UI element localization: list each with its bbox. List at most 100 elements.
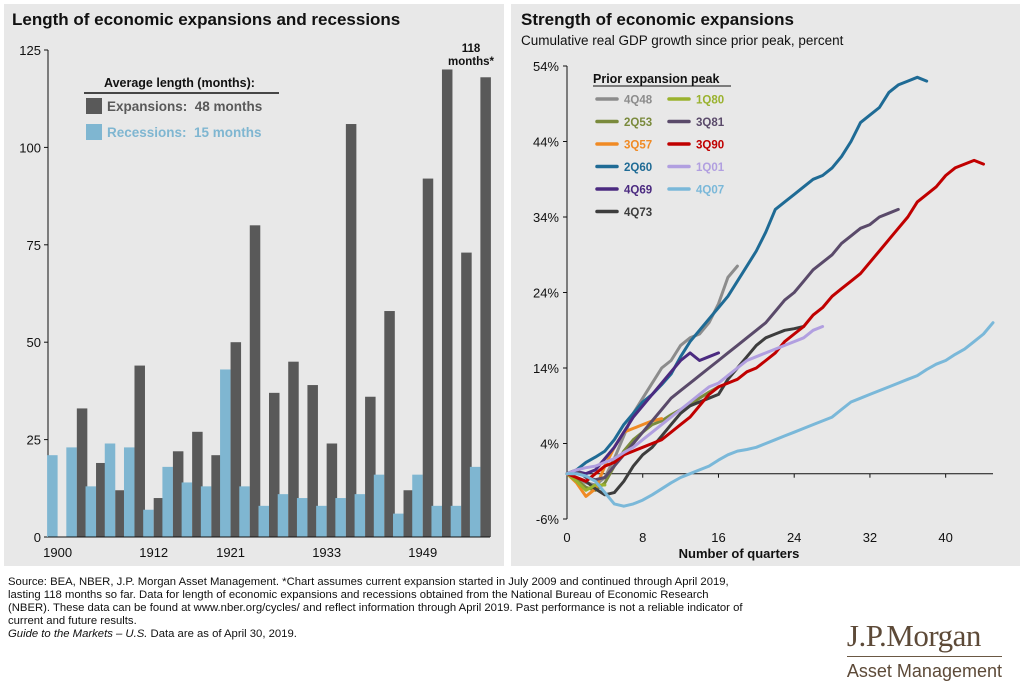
legend-label-4Q07: 4Q07 (696, 185, 724, 197)
line-y-tick-label: 44% (533, 135, 559, 150)
series-line-3Q90 (565, 158, 985, 483)
recession-bar (316, 505, 327, 537)
bar-y-tick-label: 100 (19, 140, 41, 155)
expansion-bar (365, 396, 376, 537)
line-x-tick-label: 32 (863, 530, 877, 545)
legend-label-3Q57: 3Q57 (624, 140, 652, 152)
expansion-bar (403, 490, 415, 537)
jpmorgan-logo: J.P.Morgan Asset Management (846, 618, 1002, 681)
expansion-bar (134, 365, 145, 537)
recession-bar (47, 455, 58, 537)
recession-bar (373, 474, 385, 537)
line-x-tick-label: 24 (787, 530, 801, 545)
line-chart: -6% 4% 14% 24% 34% 44% 54% 0 8 16 24 32 40 Number of … (533, 59, 995, 561)
recession-bar (239, 486, 250, 537)
recession-bar (200, 486, 212, 537)
recession-bar (393, 513, 404, 537)
legend-label-expansions: Expansions: 48 months (107, 99, 262, 114)
bar-y-tick-label: 0 (34, 530, 41, 545)
recession-bar (85, 486, 97, 537)
legend-label-4Q69: 4Q69 (624, 185, 652, 197)
expansion-bar (288, 361, 299, 537)
footer-line-3: (NBER). These data can be found at www.n… (8, 602, 743, 614)
bar-x-tick-label: 1900 (43, 545, 72, 560)
expansion-bar (269, 392, 280, 537)
bar-x-tick-label: 1949 (408, 545, 437, 560)
legend-label-recessions: Recessions: 15 months (107, 125, 262, 140)
annotation-months: months* (448, 56, 495, 68)
recession-bar (143, 509, 154, 537)
legend-label-1Q80: 1Q80 (696, 95, 724, 107)
legend-label-1Q01: 1Q01 (696, 162, 725, 174)
annotation-118: 118 (462, 43, 481, 55)
right-chart-panel: Strength of economic expansions Cumulati… (511, 4, 1020, 566)
legend-label-4Q48: 4Q48 (624, 95, 653, 107)
expansion-bar (76, 408, 88, 537)
expansion-bar (326, 443, 338, 537)
right-chart-subtitle: Cumulative real GDP growth since prior p… (521, 33, 844, 48)
expansion-bar (345, 124, 357, 538)
expansion-bar (384, 311, 395, 537)
expansion-bar (422, 178, 434, 537)
line-x-tick-label: 40 (938, 530, 952, 545)
line-y-tick-label: 14% (533, 361, 559, 376)
bar-legend-title: Average length (months): (104, 76, 255, 90)
series-line-4Q48 (565, 264, 739, 487)
series-line-3Q81 (565, 207, 900, 482)
recession-bar (277, 494, 289, 537)
legend-label-3Q90: 3Q90 (696, 140, 724, 152)
footer-line-2: lasting 118 months so far. Data for leng… (8, 589, 709, 601)
line-x-tick-label: 8 (639, 530, 646, 545)
footer-guide-title: Guide to the Markets – U.S. (8, 628, 148, 640)
expansion-bar (172, 451, 184, 537)
line-legend-title: Prior expansion peak (593, 72, 719, 86)
expansion-bar (211, 455, 222, 537)
bar-y-tick-label: 75 (27, 238, 41, 253)
recession-bar (412, 474, 423, 537)
bar-x-tick-label: 1921 (216, 545, 245, 560)
legend-swatch-recessions (86, 124, 102, 140)
recession-bar (469, 466, 481, 537)
line-y-tick-label: 34% (533, 210, 559, 225)
legend-label-2Q60: 2Q60 (624, 162, 652, 174)
expansion-bar (307, 385, 318, 537)
expansion-bar (230, 342, 242, 537)
recession-bar (181, 482, 193, 537)
series-line-4Q07 (565, 321, 995, 508)
series-line-4Q69 (565, 351, 720, 476)
footer-guide-date: Data are as of April 30, 2019. (147, 628, 297, 640)
expansion-bar (461, 252, 472, 538)
legend-swatch-expansions (86, 98, 102, 114)
bar-y-tick-label: 50 (27, 335, 41, 350)
legend-label-3Q81: 3Q81 (696, 117, 725, 129)
recession-bar (258, 505, 269, 537)
series-line-2Q60 (565, 75, 929, 476)
left-chart-panel: Length of economic expansions and recess… (4, 4, 504, 566)
line-y-tick-label: 54% (533, 59, 559, 74)
expansion-bar (96, 462, 107, 537)
line-y-tick-label: -6% (536, 512, 560, 527)
series-line-1Q01 (565, 325, 825, 476)
recession-bar (335, 498, 346, 537)
line-y-tick-label: 24% (533, 286, 559, 301)
left-chart-title: Length of economic expansions and recess… (12, 10, 401, 29)
line-x-tick-label: 16 (711, 530, 725, 545)
expansion-bar (153, 498, 165, 537)
recession-bar (296, 498, 308, 537)
line-y-tick-label: 4% (540, 437, 559, 452)
right-chart-title: Strength of economic expansions (521, 10, 794, 29)
line-x-tick-label: 0 (563, 530, 570, 545)
bar-x-tick-label: 1912 (139, 545, 168, 560)
recession-bar (162, 466, 173, 537)
expansion-bar (192, 431, 203, 537)
footer-notes: Source: BEA, NBER, J.P. Morgan Asset Man… (8, 576, 828, 641)
logo-wordmark: J.P.Morgan (846, 618, 981, 653)
expansion-bar (441, 69, 453, 537)
expansion-bar (249, 225, 261, 537)
recession-bar (66, 447, 77, 537)
recession-bar (220, 369, 231, 537)
logo-subtitle: Asset Management (846, 661, 1002, 681)
recession-bar (104, 443, 116, 537)
footer-line-4: current and future results. (8, 615, 137, 627)
